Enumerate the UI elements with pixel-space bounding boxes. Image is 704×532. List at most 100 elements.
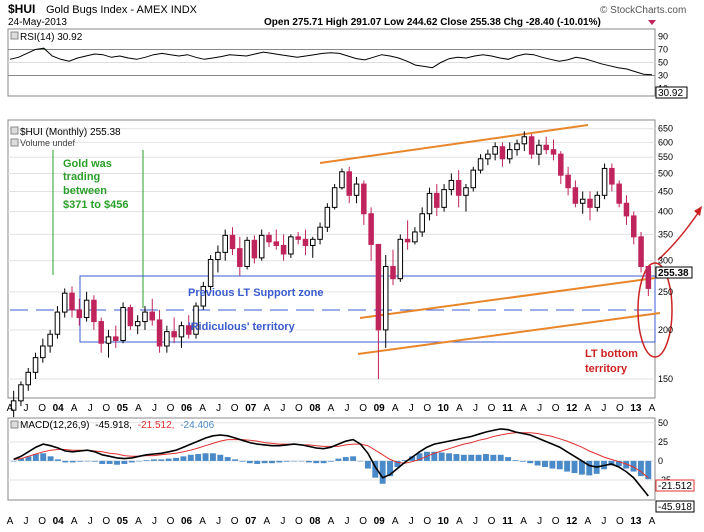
price-tick-label: 500 [658, 168, 673, 178]
candle-body [229, 234, 236, 250]
macd-histogram-bar [69, 460, 76, 463]
x-axis-label-bottom: A [7, 516, 14, 527]
macd-tick-label: 25 [658, 437, 668, 447]
macd-label-signal: -21.512, [138, 420, 175, 431]
candle-body [120, 307, 126, 341]
candle-body [470, 169, 477, 189]
gold-note-line-2: trading [63, 171, 100, 183]
macd-histogram-bar [645, 460, 652, 480]
candle-body [171, 331, 177, 338]
macd-histogram-bar [209, 453, 216, 461]
rsi-line [9, 47, 653, 76]
x-axis-label-top: 09 [374, 403, 386, 414]
macd-label-icon [10, 420, 19, 429]
macd-panel [7, 417, 656, 501]
rsi-label-icon [10, 31, 19, 40]
macd-histogram-bar [328, 460, 334, 462]
candle-body [645, 265, 652, 289]
support-zone-box [79, 275, 656, 343]
candle-body [361, 183, 367, 215]
macd-histogram-bar [527, 460, 534, 464]
x-axis-label-top: 08 [309, 403, 321, 414]
macd-histogram-bar [453, 454, 460, 461]
candle-body [506, 149, 513, 160]
x-axis-label-top: J [601, 403, 606, 414]
candle-body [528, 136, 535, 155]
x-axis-label-bottom: A [649, 516, 656, 527]
candle-body [441, 189, 447, 208]
x-axis-label-top: A [584, 403, 591, 414]
macd-histogram-bar [379, 460, 386, 484]
x-axis-label-top: J [345, 403, 350, 414]
candle-body [536, 144, 542, 155]
candle-body [142, 311, 148, 323]
candle-body [397, 238, 404, 280]
macd-label-hist: -24.406 [180, 420, 214, 431]
gold-note-line-4: $371 to $456 [63, 199, 128, 211]
candle-body [185, 325, 192, 335]
x-axis-label-bottom: A [135, 516, 142, 527]
macd-histogram-bar [187, 454, 194, 461]
price-tick-label: 300 [658, 256, 673, 266]
macd-histogram-bar [106, 460, 113, 464]
macd-histogram-bar [335, 458, 342, 461]
macd-histogram-bar [416, 453, 423, 461]
x-axis-label-bottom: J [216, 516, 221, 527]
macd-histogram-bar [460, 454, 467, 461]
macd-histogram-bar [637, 460, 644, 477]
x-axis-label-bottom: 09 [374, 516, 386, 527]
candle-body [579, 198, 586, 204]
x-axis-label-bottom: A [584, 516, 591, 527]
macd-histogram-bar [84, 460, 91, 462]
x-axis-label-top: O [295, 403, 303, 414]
x-axis-label-top: A [199, 403, 206, 414]
x-axis-label-bottom: J [88, 516, 93, 527]
candle-body [463, 187, 469, 196]
macd-last-tag [655, 500, 695, 513]
candle-body [324, 206, 331, 228]
macd-histogram-bar [180, 456, 187, 461]
candle-body [207, 259, 214, 287]
candle-body [609, 167, 615, 185]
candle-body [331, 187, 338, 208]
candle-body [594, 194, 601, 208]
x-axis-label-top: A [328, 403, 335, 414]
macd-histogram-bar [512, 460, 519, 461]
rsi-label: RSI(14) 30.92 [20, 32, 83, 43]
macd-tick-label: 0 [658, 456, 663, 466]
macd-histogram-bar [18, 458, 25, 461]
candle-body [426, 192, 433, 215]
price-legend-icon [10, 126, 19, 135]
candle-body [623, 202, 630, 217]
x-axis-label-top: O [488, 403, 496, 414]
candle-body [630, 215, 637, 238]
x-axis-label-top: A [263, 403, 270, 414]
macd-histogram-bar [47, 456, 54, 461]
candle-body [492, 146, 498, 155]
x-axis-label-bottom: O [295, 516, 303, 527]
macd-histogram-bar [556, 460, 563, 470]
x-axis-label-top: A [71, 403, 78, 414]
macd-histogram-bar [217, 454, 224, 461]
macd-histogram-bar [320, 460, 327, 464]
macd-histogram-bar [364, 460, 371, 469]
candle-body [477, 158, 484, 171]
x-axis-label-bottom: 08 [309, 516, 321, 527]
x-axis-label-bottom: J [601, 516, 606, 527]
macd-histogram-bar [394, 460, 401, 467]
candle-body [558, 153, 564, 176]
candle-body [368, 213, 374, 245]
macd-histogram-bar [387, 460, 393, 477]
candle-body [601, 167, 608, 196]
candle-body [616, 183, 622, 204]
macd-label: MACD(12,26,9) -45.918, -21.512, -24.406 [20, 420, 215, 431]
candle-body [98, 321, 104, 344]
macd-histogram-bar [490, 454, 497, 461]
macd-histogram-bar [150, 459, 157, 461]
candle-body [543, 144, 549, 151]
volume-legend-icon [10, 138, 19, 147]
channel-bottom-line [357, 312, 661, 355]
candle-body [76, 309, 83, 319]
projection-arrowhead-icon [694, 206, 702, 216]
macd-histogram-bar [261, 460, 268, 464]
